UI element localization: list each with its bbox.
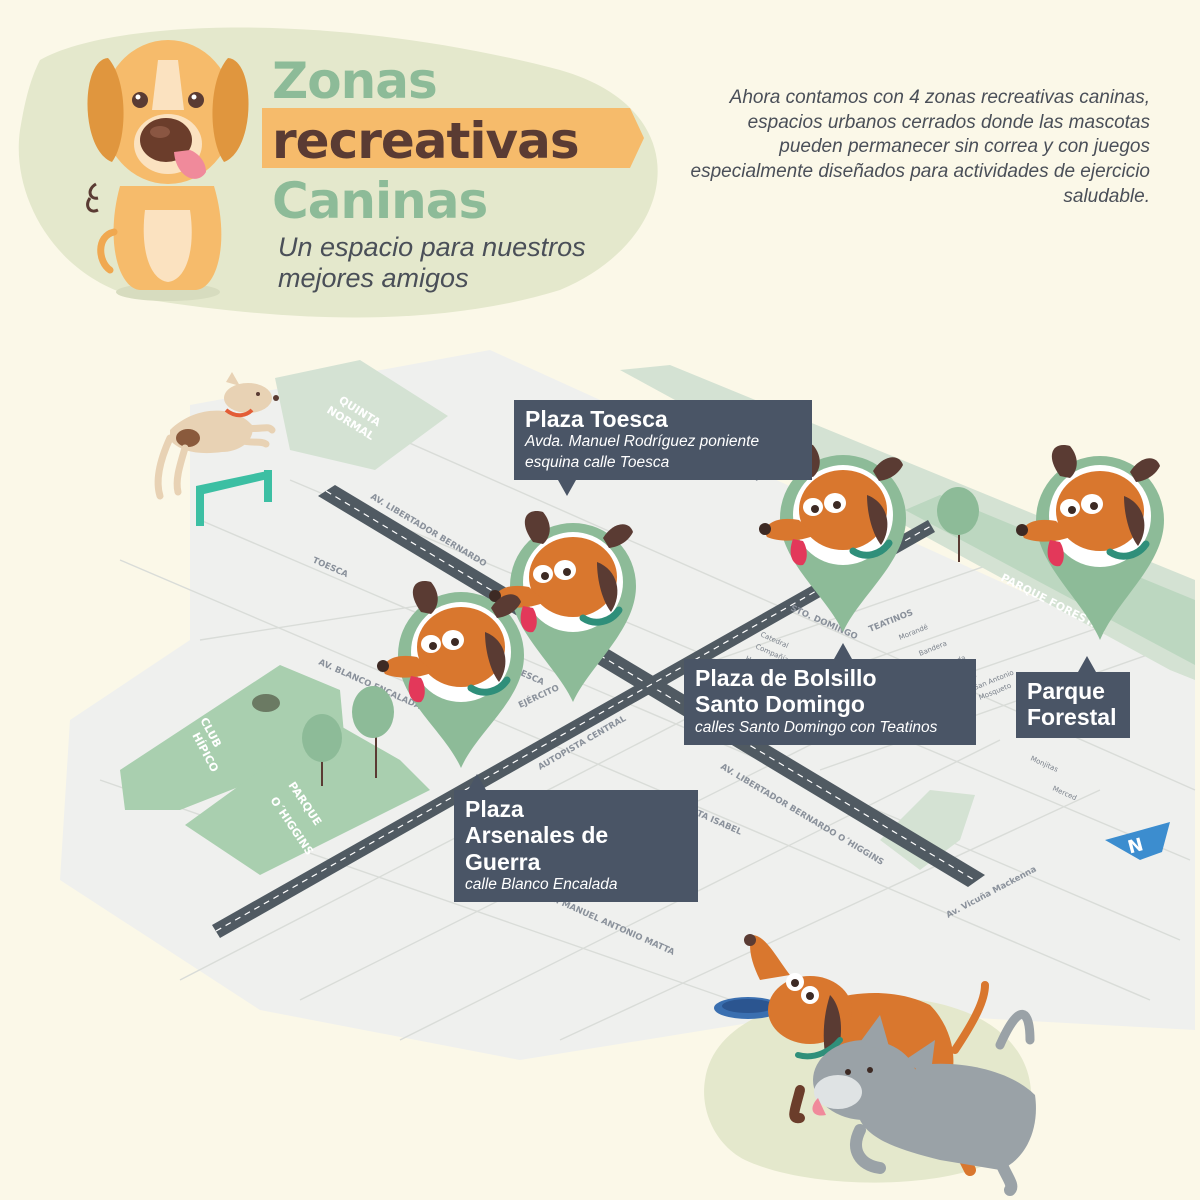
location-name: Plaza Toesca bbox=[525, 406, 668, 432]
map bbox=[60, 350, 1196, 1060]
tree-icon bbox=[937, 487, 979, 562]
tree-icon bbox=[302, 714, 342, 786]
callout-plaza-arsenales: Plaza Arsenales de Guerra calle Blanco E… bbox=[454, 774, 698, 903]
title-line-2: recreativas bbox=[272, 112, 580, 170]
location-address: calle Blanco Encalada bbox=[465, 876, 618, 894]
north-arrow-icon: N bbox=[1105, 822, 1170, 860]
cat-icon bbox=[812, 1009, 1036, 1196]
title-band bbox=[262, 108, 644, 168]
jumping-dog-icon bbox=[154, 372, 279, 526]
location-name: Plaza Arsenales de Guerra bbox=[465, 796, 609, 875]
location-name: Parque Forestal bbox=[1027, 678, 1117, 731]
location-address: calles Santo Domingo con Teatinos bbox=[695, 718, 938, 736]
parque-ohiggins-park bbox=[185, 720, 430, 875]
playing-dogs-scene bbox=[704, 934, 1036, 1196]
callout-plaza-toesca: Plaza Toesca Avda. Manuel Rodríguez poni… bbox=[514, 400, 812, 496]
intro-paragraph: Ahora contamos con 4 zonas recreativas c… bbox=[690, 87, 1150, 207]
quinta-normal-park bbox=[275, 360, 448, 470]
title-line-3: Caninas bbox=[272, 172, 488, 230]
subtitle: Un espacio para nuestros mejores amigos bbox=[278, 232, 586, 294]
tree-icon bbox=[352, 686, 394, 778]
forestal-park bbox=[905, 495, 1195, 665]
callout-parque-forestal: Parque Forestal bbox=[1016, 656, 1130, 738]
title-line-1: Zonas bbox=[272, 52, 438, 110]
header-dog-icon bbox=[86, 40, 249, 301]
bush-icon bbox=[252, 694, 280, 712]
club-hipico-park bbox=[120, 665, 345, 810]
location-name: Plaza de Bolsillo Santo Domingo bbox=[695, 665, 877, 718]
svg-text:N: N bbox=[1126, 834, 1146, 858]
callout-santo-domingo: Plaza de Bolsillo Santo Domingo calles S… bbox=[684, 643, 976, 746]
location-address: Avda. Manuel Rodríguez poniente esquina … bbox=[525, 433, 760, 471]
santa-lucia-park bbox=[880, 790, 975, 870]
